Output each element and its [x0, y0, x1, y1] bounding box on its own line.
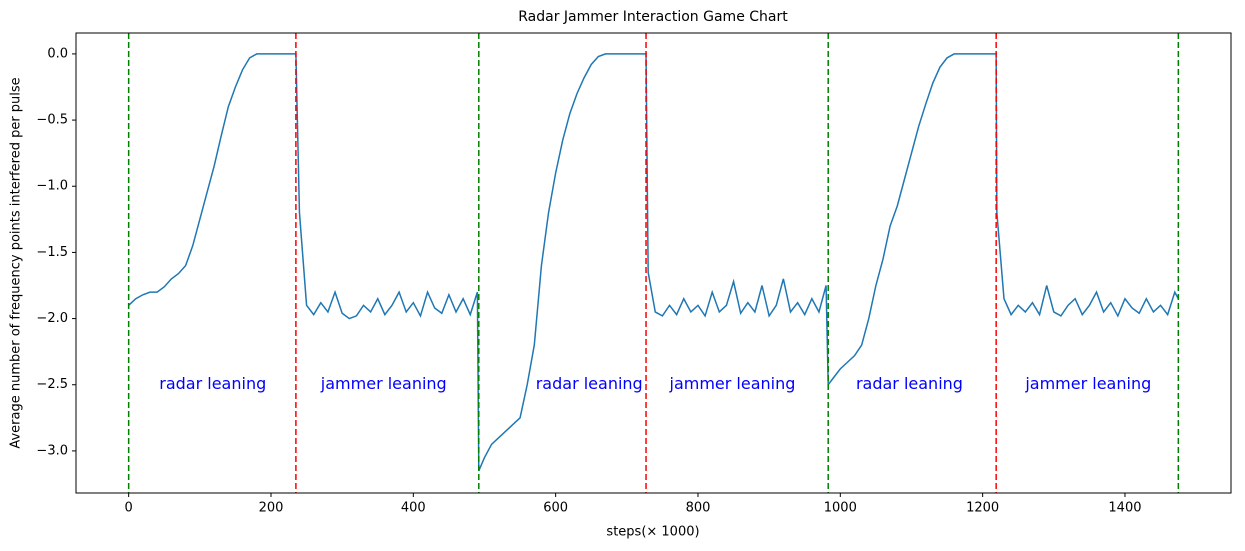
x-tick-label: 800	[686, 501, 711, 516]
y-tick-label: −3.0	[36, 443, 68, 458]
x-tick-label: 1000	[824, 501, 857, 516]
x-axis-label: steps(× 1000)	[606, 525, 699, 540]
y-axis-label: Average number of frequency points inter…	[9, 77, 24, 448]
annotation: radar leaning	[536, 374, 643, 393]
plot-frame	[75, 32, 1232, 494]
data-line	[128, 53, 1180, 472]
x-tick-label: 200	[259, 501, 284, 516]
y-tick-label: −0.5	[36, 113, 68, 128]
annotation: jammer leaning	[1024, 374, 1151, 393]
annotation: radar leaning	[159, 374, 266, 393]
x-tick-label: 600	[543, 501, 568, 516]
x-tick-label: 1400	[1108, 501, 1141, 516]
x-tick-label: 400	[401, 501, 426, 516]
y-tick-label: −1.0	[36, 179, 68, 194]
annotation: radar leaning	[856, 374, 963, 393]
x-tick-label: 1200	[966, 501, 999, 516]
chart-title: Radar Jammer Interaction Game Chart	[518, 9, 788, 25]
y-tick-label: −1.5	[36, 245, 68, 260]
y-tick-label: 0.0	[47, 46, 68, 61]
y-tick-label: −2.0	[36, 311, 68, 326]
annotation: jammer leaning	[669, 374, 796, 393]
y-tick-label: −2.5	[36, 377, 68, 392]
x-tick-label: 0	[125, 501, 133, 516]
annotation: jammer leaning	[320, 374, 447, 393]
